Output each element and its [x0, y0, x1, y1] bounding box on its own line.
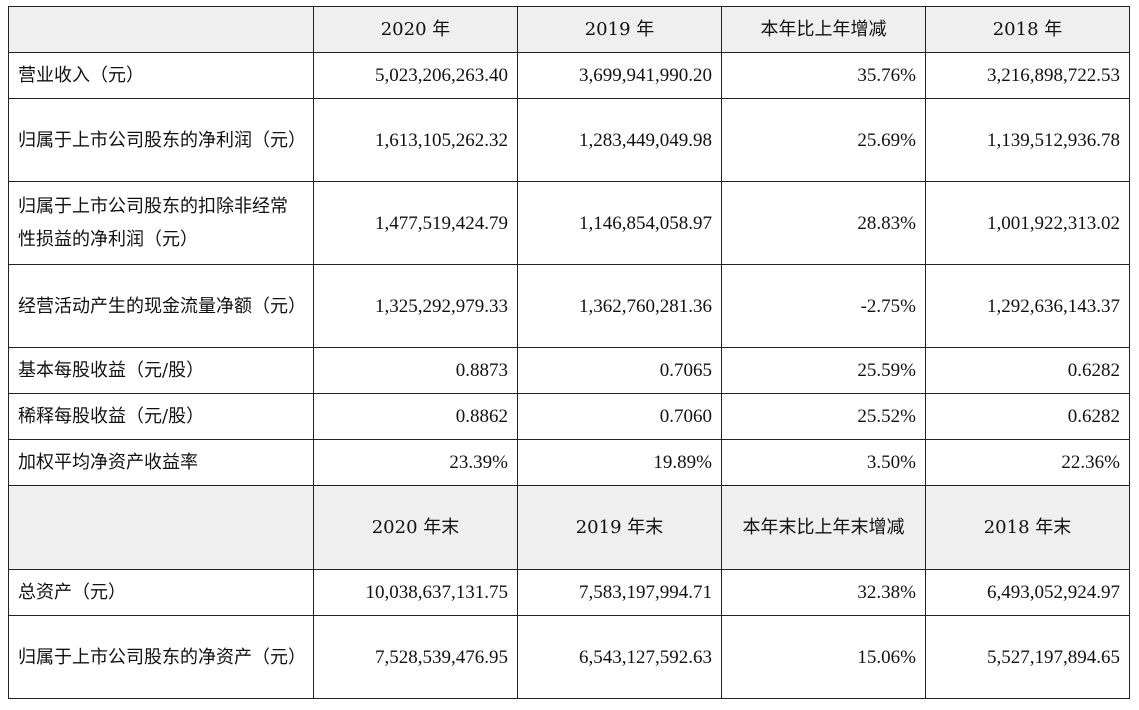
value-change: -2.75% — [721, 264, 926, 348]
row-label: 基本每股收益（元/股） — [8, 347, 314, 394]
value-2019: 19.89% — [517, 439, 722, 486]
table-row: 稀释每股收益（元/股） 0.8862 0.7060 25.52% 0.6282 — [8, 393, 1130, 440]
row-label: 归属于上市公司股东的净资产（元） — [8, 615, 314, 699]
table-row: 加权平均净资产收益率 23.39% 19.89% 3.50% 22.36% — [8, 439, 1130, 486]
header-cell-2019: 2019 年 — [517, 6, 722, 53]
value-change: 15.06% — [721, 615, 926, 699]
value-2018-end: 5,527,197,894.65 — [925, 615, 1130, 699]
value-2020: 1,477,519,424.79 — [313, 181, 518, 265]
header2-cell-2020-end: 2020 年末 — [313, 485, 518, 570]
header2-cell-change: 本年末比上年末增减 — [721, 485, 926, 570]
header-cell-2020: 2020 年 — [313, 6, 518, 53]
table-row: 经营活动产生的现金流量净额（元） 1,325,292,979.33 1,362,… — [8, 264, 1130, 348]
value-2019: 1,146,854,058.97 — [517, 181, 722, 265]
value-2020-end: 7,528,539,476.95 — [313, 615, 518, 699]
value-2020: 0.8862 — [313, 393, 518, 440]
value-2019: 0.7065 — [517, 347, 722, 394]
header-cell-empty — [8, 6, 314, 53]
value-2019: 1,362,760,281.36 — [517, 264, 722, 348]
header-row: 2020 年 2019 年 本年比上年增减 2018 年 — [8, 6, 1130, 53]
value-2018: 0.6282 — [925, 347, 1130, 394]
value-2018: 0.6282 — [925, 393, 1130, 440]
value-2019-end: 6,543,127,592.63 — [517, 615, 722, 699]
table-row: 归属于上市公司股东的净利润（元） 1,613,105,262.32 1,283,… — [8, 98, 1130, 182]
header2-change-text: 本年末比上年末增减 — [742, 516, 905, 538]
period-end-header-row: 2020 年末 2019 年末 本年末比上年末增减 2018 年末 — [8, 485, 1130, 570]
value-change: 32.38% — [721, 569, 926, 616]
value-2018: 1,139,512,936.78 — [925, 98, 1130, 182]
financial-table-container: 2020 年 2019 年 本年比上年增减 2018 年 营业收入（元） 5,0… — [8, 6, 1130, 699]
value-2020: 23.39% — [313, 439, 518, 486]
row-label: 加权平均净资产收益率 — [8, 439, 314, 486]
value-2018: 22.36% — [925, 439, 1130, 486]
value-2018: 3,216,898,722.53 — [925, 52, 1130, 99]
header2-cell-2019-end: 2019 年末 — [517, 485, 722, 570]
value-2020: 5,023,206,263.40 — [313, 52, 518, 99]
table-row: 基本每股收益（元/股） 0.8873 0.7065 25.59% 0.6282 — [8, 347, 1130, 394]
value-2020: 1,325,292,979.33 — [313, 264, 518, 348]
value-change: 3.50% — [721, 439, 926, 486]
value-2019: 0.7060 — [517, 393, 722, 440]
table-row: 总资产（元） 10,038,637,131.75 7,583,197,994.7… — [8, 569, 1130, 616]
value-2019-end: 7,583,197,994.71 — [517, 569, 722, 616]
value-2019: 1,283,449,049.98 — [517, 98, 722, 182]
value-change: 25.69% — [721, 98, 926, 182]
value-2018: 1,292,636,143.37 — [925, 264, 1130, 348]
value-2020-end: 10,038,637,131.75 — [313, 569, 518, 616]
header2-cell-empty — [8, 485, 314, 570]
value-2019: 3,699,941,990.20 — [517, 52, 722, 99]
row-label: 经营活动产生的现金流量净额（元） — [8, 264, 314, 348]
value-2020: 1,613,105,262.32 — [313, 98, 518, 182]
financial-summary-table: 2020 年 2019 年 本年比上年增减 2018 年 营业收入（元） 5,0… — [8, 6, 1130, 699]
value-2020: 0.8873 — [313, 347, 518, 394]
value-change: 35.76% — [721, 52, 926, 99]
value-change: 25.52% — [721, 393, 926, 440]
header2-cell-2018-end: 2018 年末 — [925, 485, 1130, 570]
table-row: 归属于上市公司股东的净资产（元） 7,528,539,476.95 6,543,… — [8, 615, 1130, 699]
table-row: 营业收入（元） 5,023,206,263.40 3,699,941,990.2… — [8, 52, 1130, 99]
row-label: 总资产（元） — [8, 569, 314, 616]
value-2018: 1,001,922,313.02 — [925, 181, 1130, 265]
value-2018-end: 6,493,052,924.97 — [925, 569, 1130, 616]
value-change: 28.83% — [721, 181, 926, 265]
row-label: 营业收入（元） — [8, 52, 314, 99]
header-cell-change: 本年比上年增减 — [721, 6, 926, 53]
row-label: 归属于上市公司股东的扣除非经常性损益的净利润（元） — [8, 181, 314, 265]
header-cell-2018: 2018 年 — [925, 6, 1130, 53]
value-change: 25.59% — [721, 347, 926, 394]
row-label: 归属于上市公司股东的净利润（元） — [8, 98, 314, 182]
table-row: 归属于上市公司股东的扣除非经常性损益的净利润（元） 1,477,519,424.… — [8, 181, 1130, 265]
row-label: 稀释每股收益（元/股） — [8, 393, 314, 440]
